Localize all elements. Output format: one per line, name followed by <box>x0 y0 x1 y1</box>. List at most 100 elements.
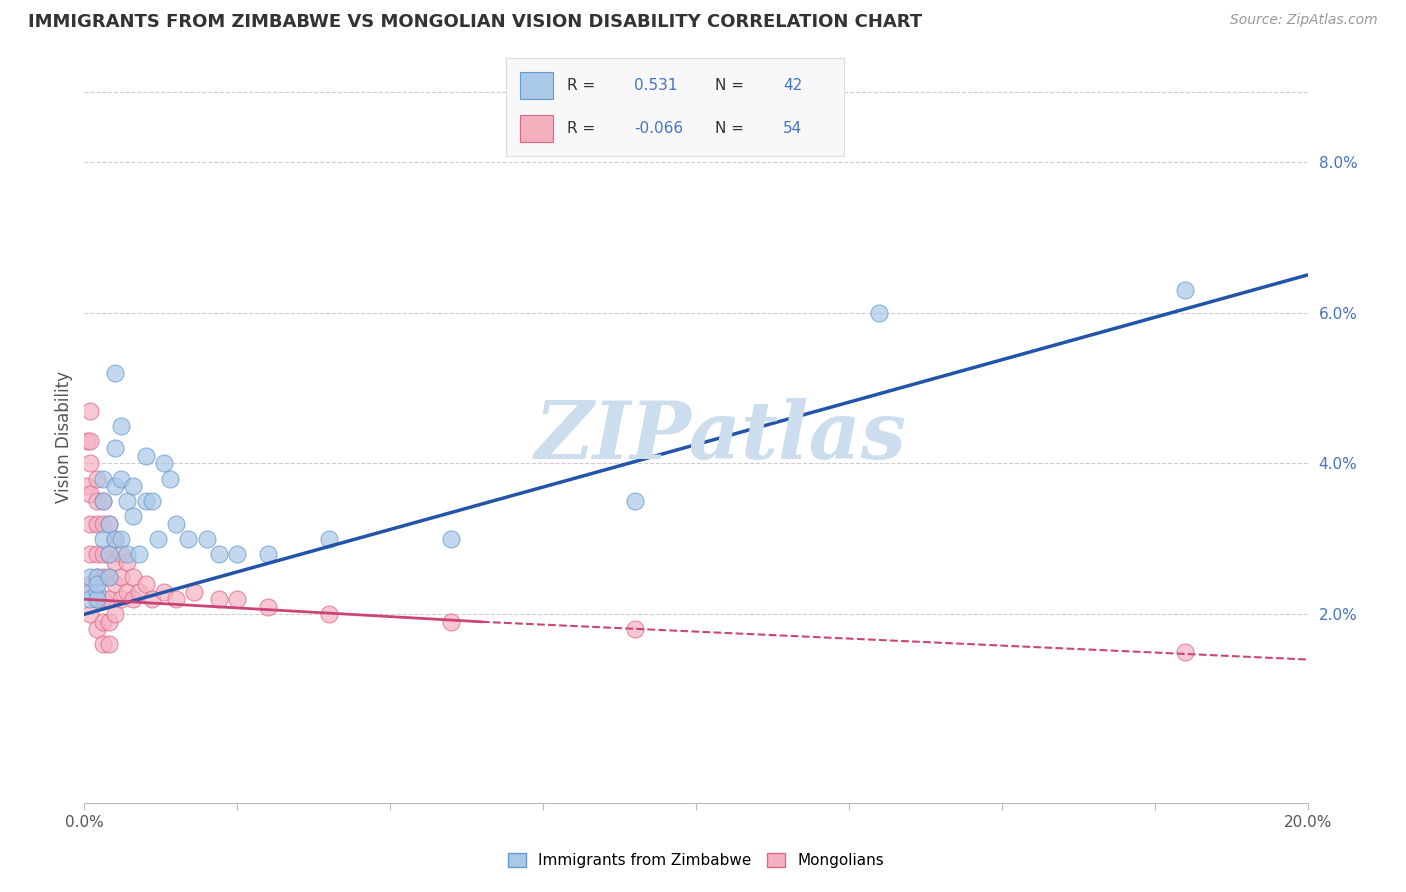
Point <box>104 532 127 546</box>
Point <box>91 615 114 629</box>
Point <box>97 547 120 561</box>
Text: Source: ZipAtlas.com: Source: ZipAtlas.com <box>1230 13 1378 28</box>
Point <box>91 547 114 561</box>
Bar <box>520 115 554 143</box>
Text: N =: N = <box>716 78 744 93</box>
Point <box>97 516 120 531</box>
Point <box>146 532 169 546</box>
Point <box>135 494 157 508</box>
Point <box>91 471 114 485</box>
Text: N =: N = <box>716 121 744 136</box>
Point <box>440 615 463 629</box>
Point <box>97 547 120 561</box>
Point <box>159 471 181 485</box>
Point <box>153 584 176 599</box>
Point <box>195 532 218 546</box>
Point <box>91 592 114 607</box>
Point <box>91 637 114 651</box>
Point <box>79 584 101 599</box>
Point <box>318 532 340 546</box>
Point <box>86 569 108 583</box>
Point <box>91 569 114 583</box>
Point <box>115 554 138 568</box>
Point <box>128 547 150 561</box>
Point <box>79 569 101 583</box>
Point <box>86 592 108 607</box>
Text: R =: R = <box>567 78 595 93</box>
Point <box>141 494 163 508</box>
Point <box>624 494 647 508</box>
Bar <box>520 71 554 99</box>
Point <box>104 479 127 493</box>
Legend: Immigrants from Zimbabwe, Mongolians: Immigrants from Zimbabwe, Mongolians <box>508 854 884 868</box>
Point <box>86 471 108 485</box>
Point <box>122 592 145 607</box>
Text: R =: R = <box>567 121 595 136</box>
Point <box>86 547 108 561</box>
Point <box>86 577 108 591</box>
Point <box>208 592 231 607</box>
Point <box>91 494 114 508</box>
Point <box>104 442 127 456</box>
Point <box>122 509 145 524</box>
Point <box>79 516 101 531</box>
Point <box>110 592 132 607</box>
Point <box>110 532 132 546</box>
Y-axis label: Vision Disability: Vision Disability <box>55 371 73 503</box>
Point <box>97 569 120 583</box>
Point <box>97 516 120 531</box>
Point <box>135 449 157 463</box>
Point <box>79 403 101 417</box>
Text: 0.531: 0.531 <box>634 78 678 93</box>
Point <box>122 569 145 583</box>
Point <box>104 366 127 380</box>
Point <box>226 547 249 561</box>
Point <box>79 457 101 471</box>
Text: IMMIGRANTS FROM ZIMBABWE VS MONGOLIAN VISION DISABILITY CORRELATION CHART: IMMIGRANTS FROM ZIMBABWE VS MONGOLIAN VI… <box>28 13 922 31</box>
Point <box>79 592 101 607</box>
Point <box>104 607 127 622</box>
Point <box>104 554 127 568</box>
Point <box>91 516 114 531</box>
Point <box>1174 283 1197 297</box>
Point <box>97 569 120 583</box>
Point <box>76 479 98 493</box>
Text: ZIPatlas: ZIPatlas <box>534 399 907 475</box>
Point <box>128 584 150 599</box>
Point <box>440 532 463 546</box>
Point <box>141 592 163 607</box>
Point <box>104 532 127 546</box>
Point <box>1174 645 1197 659</box>
Point <box>226 592 249 607</box>
Point <box>165 592 187 607</box>
Text: 42: 42 <box>783 78 801 93</box>
Point <box>208 547 231 561</box>
Point <box>86 569 108 583</box>
Point <box>86 516 108 531</box>
Point <box>122 479 145 493</box>
Point <box>115 547 138 561</box>
Text: 54: 54 <box>783 121 801 136</box>
Point <box>91 532 114 546</box>
Point <box>97 592 120 607</box>
Point <box>76 434 98 448</box>
Point <box>624 623 647 637</box>
Point <box>79 607 101 622</box>
Point <box>86 623 108 637</box>
Point <box>91 494 114 508</box>
Text: -0.066: -0.066 <box>634 121 683 136</box>
Point <box>79 434 101 448</box>
Point <box>86 584 108 599</box>
Point <box>97 615 120 629</box>
Point <box>86 592 108 607</box>
Point <box>110 418 132 433</box>
Point <box>110 569 132 583</box>
Point <box>79 547 101 561</box>
Point <box>177 532 200 546</box>
Point <box>135 577 157 591</box>
Point <box>183 584 205 599</box>
Point <box>257 599 280 614</box>
Point <box>79 486 101 500</box>
Point <box>97 637 120 651</box>
Point <box>104 577 127 591</box>
